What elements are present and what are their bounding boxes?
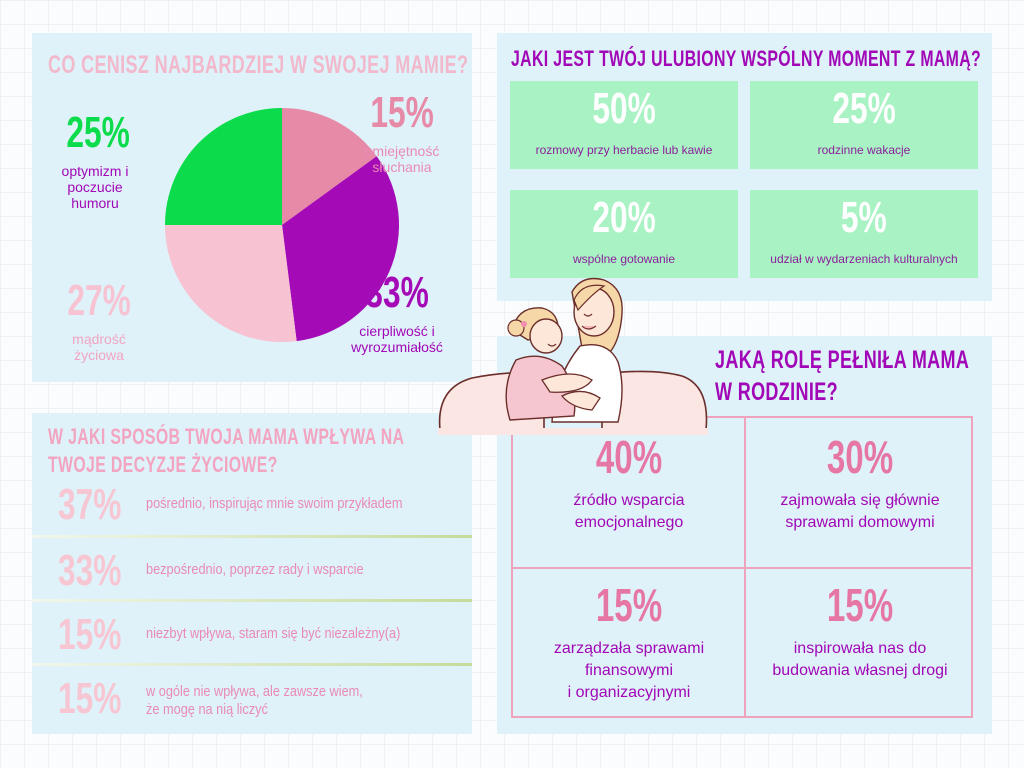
row-divider — [32, 599, 472, 602]
role-cell: 15% zarządzała sprawami finansowymi i orga… — [553, 579, 705, 701]
favorite-moment-title: JAKI JEST TWÓJ ULUBIONY WSPÓLNY MOMENT Z… — [511, 46, 982, 71]
role-cell: 15% inspirowała nas do budowania własnej … — [772, 579, 948, 679]
pie-slice — [165, 108, 282, 225]
influence-title: W JAKI SPOSÓB TWOJA MAMA WPŁYWA NA TWOJE… — [48, 424, 405, 477]
influence-panel: W JAKI SPOSÓB TWOJA MAMA WPŁYWA NA TWOJE… — [32, 413, 472, 734]
favorite-moment-panel: JAKI JEST TWÓJ ULUBIONY WSPÓLNY MOMENT Z… — [497, 33, 992, 301]
role-grid: 40% źródło wsparcia emocjonalnego 30% zaj… — [511, 416, 973, 718]
favorite-trait-panel: CO CENISZ NAJBARDZIEJ W SWOJEJ MAMIE? 25… — [32, 33, 472, 382]
family-role-title: JAKĄ ROLĘ PEŁNIŁA MAMA W RODZINIE? — [715, 346, 970, 406]
moment-tile: 20% wspólne gotowanie — [510, 190, 738, 278]
pie-chart — [165, 108, 400, 343]
pie-label-listening: 15% umiejętność słuchania — [364, 88, 440, 176]
pie-label-wisdom: 27% mądrość życiowa — [67, 276, 131, 364]
mother-daughter-illustration — [438, 277, 708, 435]
moment-tile: 50% rozmowy przy herbacie lub kawie — [510, 81, 738, 169]
pie-label-humor: 25% optymizm i poczucie humoru — [61, 108, 130, 212]
row-divider — [32, 663, 472, 666]
pie-label-patience: 33% cierpliwość i wyrozumiałość — [351, 268, 443, 356]
role-cell: 30% zajmowała się głównie sprawami domowy… — [780, 431, 940, 531]
grid-divider — [513, 567, 971, 569]
moment-tile: 25% rodzinne wakacje — [750, 81, 978, 169]
role-cell: 40% źródło wsparcia emocjonalnego — [573, 431, 685, 531]
pie-slice — [282, 156, 400, 342]
row-divider — [32, 535, 472, 538]
pie-slice — [282, 108, 377, 225]
pie-slice — [165, 225, 297, 343]
favorite-trait-title: CO CENISZ NAJBARDZIEJ W SWOJEJ MAMIE? — [48, 51, 469, 79]
moment-tile: 5% udział w wydarzeniach kulturalnych — [750, 190, 978, 278]
